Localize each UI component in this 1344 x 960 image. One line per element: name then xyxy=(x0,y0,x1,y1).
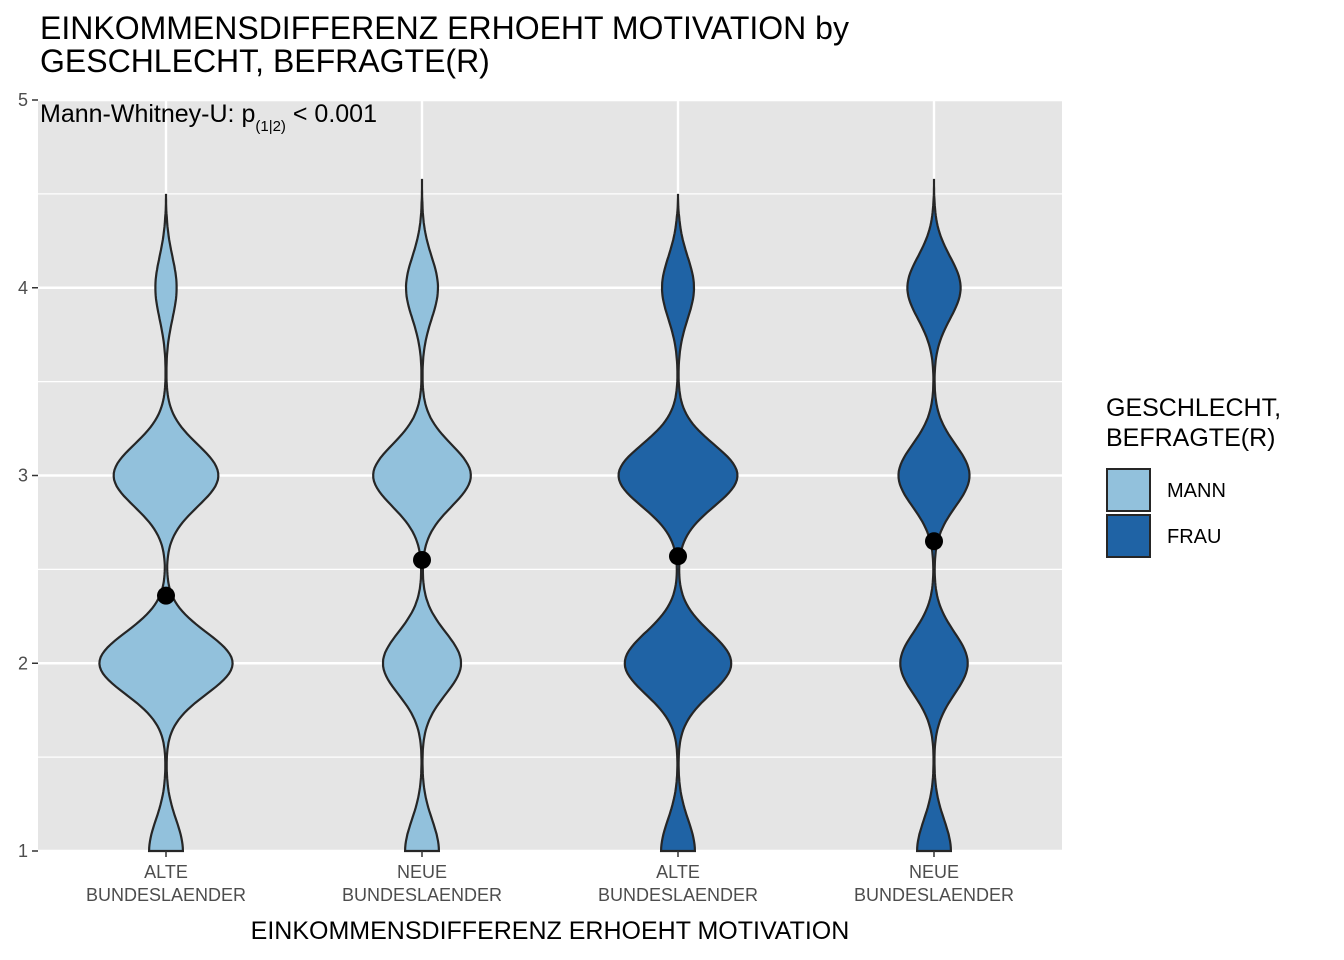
mean-point xyxy=(669,547,687,566)
legend-title: BEFRAGTE(R) xyxy=(1106,424,1275,452)
violin-frau xyxy=(617,193,739,853)
annotation-suffix: < 0.001 xyxy=(286,100,377,128)
mean-point xyxy=(413,550,431,569)
y-tick-label: 4 xyxy=(18,278,28,298)
mean-points xyxy=(157,532,943,605)
legend-swatch xyxy=(1106,468,1151,512)
annotation-subscript: (1|2) xyxy=(255,118,286,135)
test-annotation: Mann-Whitney-U: p(1|2) < 0.001 xyxy=(40,100,377,135)
x-tick-label: BUNDESLAENDER xyxy=(598,885,758,905)
x-tick-label: ALTE xyxy=(656,862,700,882)
x-tick-label: NEUE xyxy=(909,862,959,882)
y-tick-label: 3 xyxy=(18,466,28,486)
violin-frau xyxy=(897,178,971,853)
x-axis-title: EINKOMMENSDIFFERENZ ERHOEHT MOTIVATION xyxy=(251,917,850,945)
y-tick-label: 1 xyxy=(18,841,28,861)
legend: GESCHLECHT,BEFRAGTE(R) MANN FRAU xyxy=(1106,394,1281,558)
violin-mann xyxy=(98,193,234,853)
y-tick-label: 5 xyxy=(18,90,28,110)
violin-mann xyxy=(372,178,472,853)
legend-swatch xyxy=(1106,514,1151,558)
x-tick-label: NEUE xyxy=(397,862,447,882)
x-tick-label: BUNDESLAENDER xyxy=(342,885,502,905)
x-axis: ALTE BUNDESLAENDER NEUE BUNDESLAENDER ALTE BU… xyxy=(86,851,1014,905)
legend-label: MANN xyxy=(1167,480,1226,502)
chart-title-line: EINKOMMENSDIFFERENZ ERHOEHT MOTIVATION b… xyxy=(40,10,849,46)
x-tick-label: BUNDESLAENDER xyxy=(854,885,1014,905)
chart-title: EINKOMMENSDIFFERENZ ERHOEHT MOTIVATION b… xyxy=(40,10,849,79)
legend-label: FRAU xyxy=(1167,526,1221,548)
chart-title-line: GESCHLECHT, BEFRAGTE(R) xyxy=(40,43,490,79)
legend-title: GESCHLECHT, xyxy=(1106,394,1281,422)
violins xyxy=(98,178,971,853)
annotation-prefix: Mann-Whitney-U: p xyxy=(40,100,255,128)
mean-point xyxy=(157,586,175,605)
mean-point xyxy=(925,532,943,551)
y-tick-label: 2 xyxy=(18,653,28,673)
x-tick-label: BUNDESLAENDER xyxy=(86,885,246,905)
y-axis: 1 2 3 4 5 xyxy=(18,90,38,861)
x-tick-label: ALTE xyxy=(144,862,188,882)
